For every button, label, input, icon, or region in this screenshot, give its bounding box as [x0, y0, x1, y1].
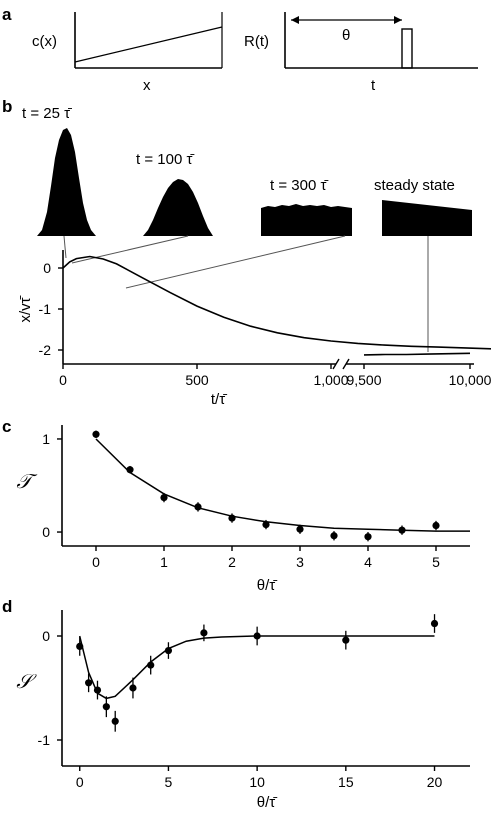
panel-c-data-point [432, 521, 440, 530]
panel-c-ylabel: 𝒯 [16, 471, 38, 493]
panel-b-xtick-label: 1,000 [313, 372, 348, 388]
panel-c-xtick-label: 3 [296, 554, 304, 570]
panel-b-trajectory-line [62, 255, 491, 350]
panel-c-data-point [194, 503, 202, 511]
panel-d-data-point [129, 684, 137, 692]
panel-d-data-point [147, 661, 155, 669]
panel-d-label: d [2, 597, 12, 616]
panel-a-right-plot: R(t) θ t [244, 12, 478, 94]
panel-d-data-point [111, 717, 119, 725]
panel-b-xtick-label: 9,500 [346, 372, 381, 388]
panel-c-xlabel: θ/τ̄ [257, 577, 277, 594]
panel-d-xtick-label: 5 [165, 774, 173, 790]
connector-t100 [71, 235, 189, 264]
snapshot-label-25: t = 25 τ̄ [22, 105, 72, 122]
panel-d-xtick-label: 20 [427, 774, 443, 790]
panel-b-ylabel: x/vτ̄ [17, 295, 34, 322]
panel-b-axis-break-mark [342, 358, 350, 370]
panel-d-ytick-label: 0 [42, 628, 50, 644]
panel-c-scatter-chart: 0 1 0 1 2 3 4 5 θ/τ̄ 𝒯 [16, 425, 470, 594]
panel-d-scatter-chart: 0 -1 0 5 10 15 20 θ/τ̄ 𝒮 [16, 610, 470, 811]
panel-d-xtick-label: 0 [76, 774, 84, 790]
histogram-t25 [37, 128, 96, 236]
panel-b-ytick-label: 0 [43, 260, 51, 276]
panel-c-xtick-label: 4 [364, 554, 372, 570]
panel-d-data-point [430, 619, 439, 628]
panel-c-xtick-label: 5 [432, 554, 440, 570]
panel-a-left-ylabel: c(x) [32, 33, 57, 50]
panel-d-xtick-label: 10 [249, 774, 265, 790]
snapshot-label-100: t = 100 τ̄ [136, 151, 194, 168]
panel-c-data-point [398, 526, 406, 534]
histogram-t100 [143, 179, 213, 236]
snapshot-label-300: t = 300 τ̄ [270, 177, 328, 194]
panel-c-data-point [92, 430, 100, 438]
panel-b-axis-break-mark [332, 358, 340, 370]
panel-c-xtick-label: 1 [160, 554, 168, 570]
histogram-t300 [261, 204, 352, 236]
panel-b-xtick-label: 0 [59, 372, 67, 388]
panel-d-xtick-label: 15 [338, 774, 354, 790]
panel-d-data-point [102, 703, 110, 711]
panel-d-data-point [85, 679, 93, 687]
panel-d-ylabel: 𝒮 [16, 671, 37, 693]
panel-d-data-point [253, 632, 261, 640]
panel-c-xtick-label: 0 [92, 554, 100, 570]
panel-a-label: a [2, 5, 12, 24]
panel-c-data-point [364, 533, 372, 541]
panel-a-left-xlabel: x [143, 77, 151, 94]
panel-b-xlabel: t/τ̄ [211, 391, 227, 408]
panel-d-data-point [164, 646, 173, 655]
panel-a-right-ylabel: R(t) [244, 33, 269, 50]
panel-b-ytick-label: -1 [39, 301, 52, 317]
panel-c-data-point [126, 466, 134, 474]
panel-c-data-point [296, 525, 304, 533]
panel-d-data-point [200, 629, 208, 637]
panel-c-xtick-label: 2 [228, 554, 236, 570]
panel-d-ytick-label: -1 [38, 732, 51, 748]
histogram-steady [382, 200, 472, 236]
panel-c-data-point [330, 532, 338, 540]
panel-d-xlabel: θ/τ̄ [257, 794, 277, 811]
panel-d-data-point [342, 636, 350, 644]
panel-b-xtick-label: 10,000 [449, 372, 491, 388]
panel-a-left-plot: c(x) x [32, 12, 223, 94]
panel-c-ytick-label: 1 [42, 431, 50, 447]
panel-c-data-point [262, 520, 270, 529]
panel-c-data-point [228, 514, 236, 522]
panel-a-right-xlabel: t [371, 77, 376, 94]
panel-c-ytick-label: 0 [42, 524, 50, 540]
panel-a-gradient-line [74, 26, 223, 63]
panel-c-data-point [160, 494, 168, 502]
panel-b-trajectory-line [363, 352, 471, 356]
panel-d-data-point [93, 686, 102, 694]
panel-a-pulse [401, 28, 413, 69]
panel-b-label: b [2, 97, 12, 116]
connector-t25 [63, 235, 67, 259]
panel-b-ytick-label: -2 [39, 342, 52, 358]
snapshot-label-steady: steady state [374, 177, 455, 194]
panel-d-data-point [76, 642, 84, 651]
panel-b-xtick-label: 500 [185, 372, 209, 388]
panel-c-label: c [2, 417, 11, 436]
panel-c-fit-curve [95, 438, 470, 532]
connector-t300 [125, 235, 346, 289]
panel-a-theta-label: θ [342, 27, 350, 44]
